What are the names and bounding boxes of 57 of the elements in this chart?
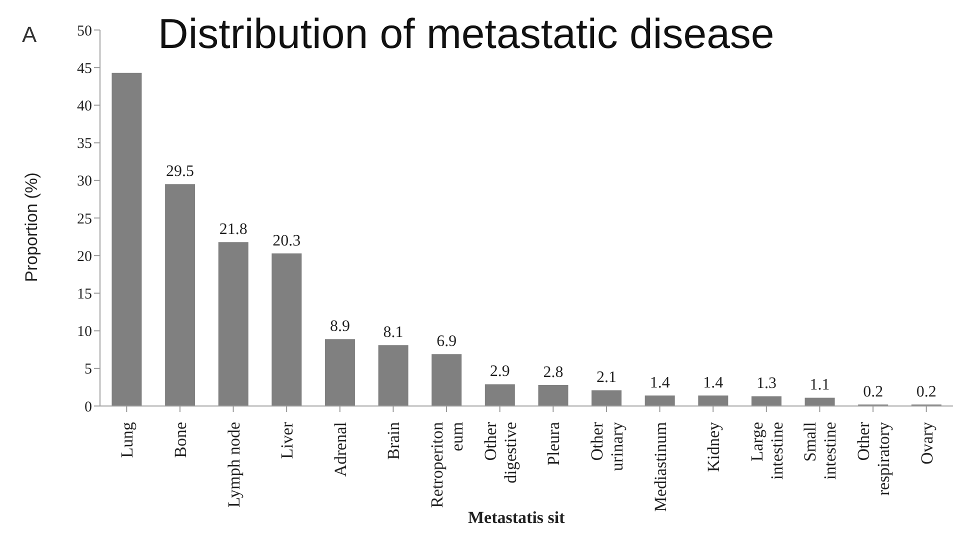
bar bbox=[272, 253, 302, 406]
x-tick-label: Kidney bbox=[704, 422, 724, 472]
chart-title: Distribution of metastatic disease bbox=[158, 10, 774, 58]
x-axis-title: Metastatis sit bbox=[468, 508, 565, 528]
bar bbox=[751, 396, 782, 406]
x-tick-label: Pleura bbox=[544, 422, 564, 466]
y-tick-label: 30 bbox=[77, 174, 92, 190]
data-label: 8.9 bbox=[330, 318, 350, 336]
bar bbox=[538, 384, 568, 406]
bar bbox=[484, 384, 515, 406]
data-label: 1.4 bbox=[703, 374, 724, 392]
data-label: 29.5 bbox=[166, 163, 194, 180]
bar bbox=[592, 390, 622, 406]
y-tick-label: 40 bbox=[77, 98, 92, 115]
bar bbox=[804, 398, 835, 406]
data-label: 2.8 bbox=[543, 364, 564, 381]
y-tick-label: 0 bbox=[84, 399, 92, 416]
data-label: 2.9 bbox=[490, 363, 510, 380]
data-label: 1.1 bbox=[810, 376, 830, 394]
data-label: 0.2 bbox=[916, 383, 936, 400]
x-tick-label: Other urinary bbox=[587, 422, 626, 472]
data-label: 2.1 bbox=[596, 369, 617, 386]
y-tick-label: 5 bbox=[84, 362, 92, 378]
x-tick-label: Liver bbox=[278, 422, 297, 459]
y-tick-label: 10 bbox=[77, 324, 92, 340]
text: A bbox=[22, 22, 37, 48]
data-label: 21.8 bbox=[219, 221, 248, 238]
y-tick-label: 20 bbox=[77, 248, 92, 265]
bar bbox=[218, 242, 248, 406]
y-tick-label: 15 bbox=[77, 286, 92, 303]
x-tick-label: Lung bbox=[118, 422, 137, 458]
data-label: 1.3 bbox=[756, 375, 776, 392]
data-label: 6.9 bbox=[436, 333, 457, 350]
x-tick-label: Ovary bbox=[917, 422, 936, 464]
x-tick-label: Brain bbox=[384, 422, 404, 460]
y-tick-label: 35 bbox=[77, 136, 92, 152]
bar bbox=[324, 339, 355, 406]
x-tick-label: Mediastinum bbox=[650, 422, 670, 512]
y-axis-title: Proportion (%) bbox=[22, 172, 42, 282]
data-label: 0.2 bbox=[863, 383, 884, 400]
bar bbox=[378, 345, 408, 406]
bar bbox=[644, 395, 675, 406]
bar bbox=[432, 354, 462, 406]
x-tick-label: Adrenal bbox=[330, 422, 350, 477]
bar bbox=[165, 184, 196, 406]
x-tick-label: Large intestine bbox=[747, 422, 786, 480]
x-tick-label: Retroperiton eum bbox=[428, 422, 467, 508]
bar bbox=[698, 395, 728, 406]
y-tick-label: 45 bbox=[77, 60, 92, 77]
data-label: 20.3 bbox=[272, 232, 301, 250]
x-tick-label: Lymph node bbox=[224, 422, 244, 508]
bar bbox=[112, 72, 142, 406]
data-label: 1.4 bbox=[650, 374, 670, 392]
y-tick-label: 50 bbox=[77, 23, 92, 40]
x-tick-label: Bone bbox=[170, 422, 190, 458]
y-tick-label: 25 bbox=[77, 211, 92, 228]
data-label: 8.1 bbox=[383, 324, 404, 342]
